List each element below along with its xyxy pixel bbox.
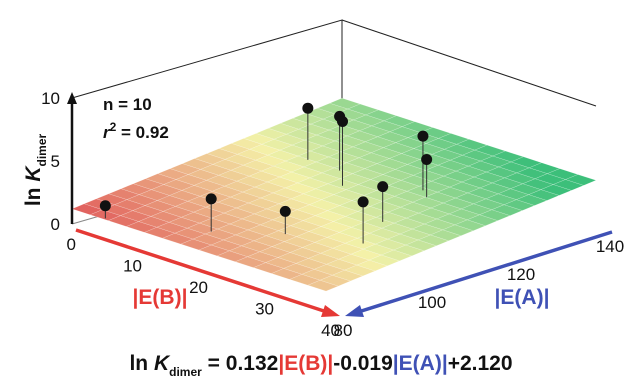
eq-part3: +2.120	[447, 352, 513, 375]
eq-ea: |E(A)|	[392, 352, 448, 375]
eq-eb: |E(B)|	[278, 352, 334, 375]
r2-value: = 0.92	[116, 123, 168, 142]
axis-b-line	[75, 228, 331, 315]
b-tick-20: 20	[189, 278, 208, 297]
z-axis-label: ln Kdimer	[22, 134, 49, 207]
z-axis-label-ln: ln	[22, 182, 45, 207]
data-point-2	[205, 193, 217, 205]
axis-a-line	[354, 230, 613, 315]
data-point-4	[377, 181, 389, 193]
a-tick-100: 100	[418, 293, 446, 312]
z-tick-5: 5	[51, 152, 60, 171]
axes-group	[67, 92, 613, 317]
data-point-1	[99, 200, 111, 212]
fitted-plane	[71, 97, 597, 292]
eq-part1: = 0.132	[201, 352, 279, 375]
data-point-10	[357, 196, 369, 208]
b-tick-30: 30	[255, 300, 274, 319]
plane-cell	[564, 174, 597, 186]
axis-b-arrowhead	[321, 305, 340, 317]
z-axis-label-sub: dimer	[35, 134, 49, 167]
box-top-edge	[341, 19, 597, 107]
axis-a-label: |E(A)|	[495, 286, 550, 309]
b-tick-0: 0	[67, 235, 76, 254]
z-tick-10: 10	[41, 89, 60, 108]
z-axis-arrowhead	[67, 92, 77, 104]
eq-k: K	[153, 352, 170, 375]
regression-equation: ln Kdimer = 0.132|E(B)|-0.019|E(A)|+2.12…	[0, 352, 642, 379]
z-tick-0: 0	[51, 215, 60, 234]
b-tick-40: 40	[321, 321, 340, 340]
data-points	[99, 102, 433, 217]
data-point-5	[421, 153, 433, 165]
data-point-8	[302, 102, 314, 114]
a-tick-140: 140	[596, 237, 624, 256]
data-point-3	[279, 205, 291, 217]
axis-b-label: |E(B)|	[133, 286, 188, 309]
r2-sup: 2	[110, 120, 117, 134]
data-point-6	[417, 130, 429, 142]
a-tick-80: 80	[334, 321, 353, 340]
axis-a-arrowhead	[345, 305, 364, 317]
z-axis-label-k: K	[22, 165, 45, 182]
svg-text:ln Kdimer: ln Kdimer	[22, 134, 49, 207]
a-tick-120: 120	[507, 265, 535, 284]
eq-lead: ln	[129, 352, 154, 375]
data-point-9	[337, 115, 348, 127]
eq-part2: -0.019	[333, 352, 393, 375]
r2-stat: r2 = 0.92	[103, 120, 169, 142]
n-stat: n = 10	[103, 95, 152, 114]
eq-sub: dimer	[169, 365, 202, 379]
b-tick-10: 10	[123, 257, 142, 276]
r2-prefix: r	[103, 123, 111, 142]
